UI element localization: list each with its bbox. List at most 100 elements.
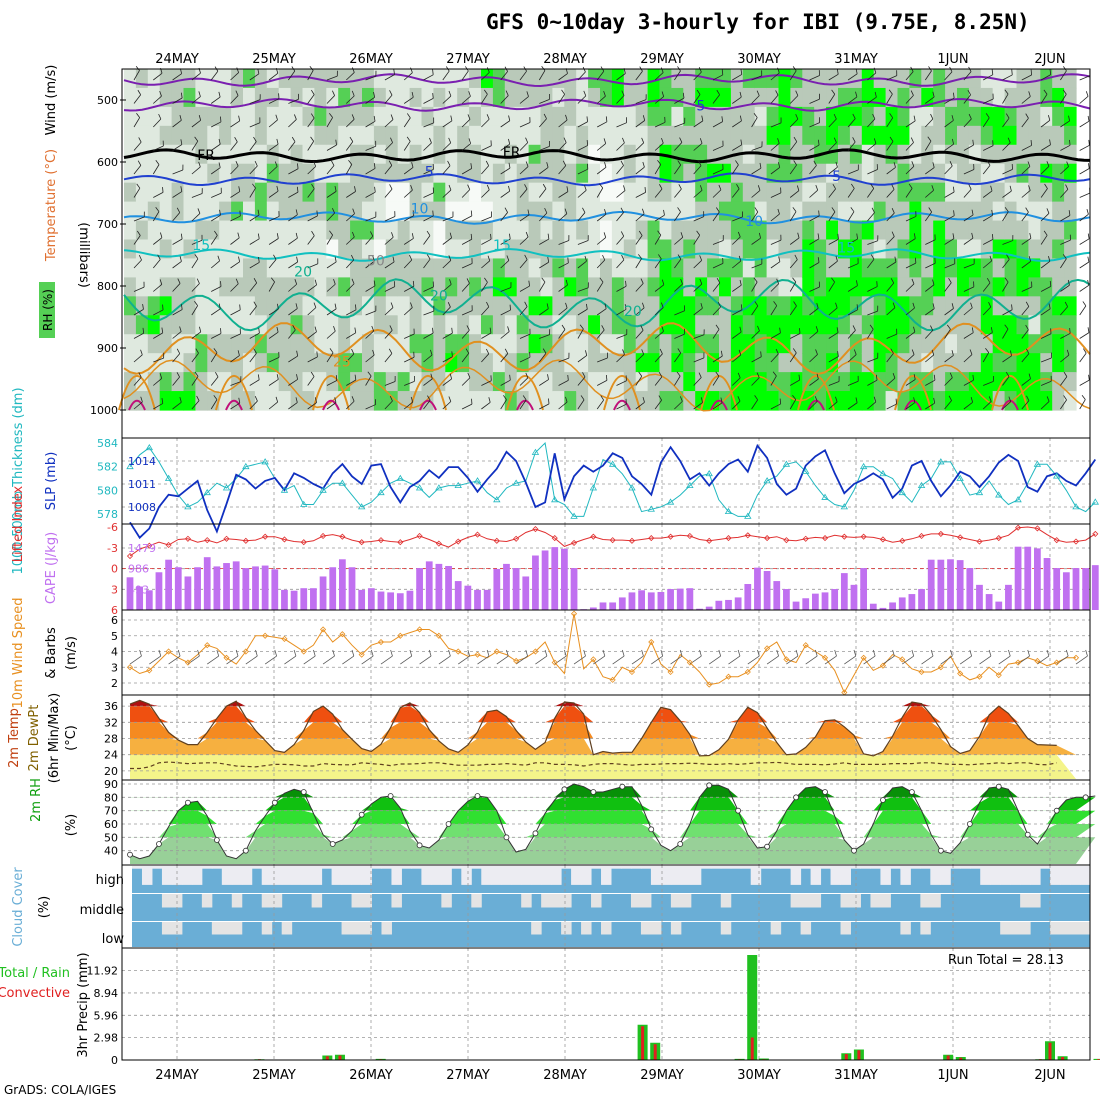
rh-cell [671,125,684,146]
barb-staff [535,655,548,665]
barb-staff [867,118,876,128]
barb-flag [1087,327,1090,333]
wind-barb [461,114,471,128]
cape-bar [1062,572,1070,610]
rh-cell [897,163,910,184]
rh-cell [683,277,696,297]
rh-cell [207,163,220,184]
surface-wind-barb [322,649,335,665]
barb-flag [815,349,818,355]
wind-barb [442,279,452,292]
rh-cell [552,258,565,278]
barb-staff [172,144,183,151]
cape-bar [425,561,433,610]
wind-barb [423,281,434,292]
rh-cell [683,125,696,146]
rh-cell [980,296,994,316]
rh-point [445,821,452,827]
barb-flag [259,94,261,100]
lifted-point [146,542,153,549]
barb-flag [876,281,878,287]
barb-flag [504,348,509,354]
barb-staff [597,357,608,363]
rh-cell [623,277,637,297]
rh-cell [409,277,423,297]
barb-flag [985,113,990,119]
barb-flag [792,395,797,400]
barb-flag [549,94,550,100]
barb-flag [780,187,782,193]
precip-conv-bar [844,1054,848,1060]
wind-barb [307,161,317,175]
barb-flag [1011,304,1013,310]
barb-staff [809,378,819,386]
isotherm-label: 5 [832,169,841,185]
cloud-clear-cell [391,866,402,885]
barb-flag [679,649,683,657]
barb-staff [380,655,393,665]
barb-flag [722,257,724,264]
rh-cell [600,334,613,354]
barb-staff [558,240,569,245]
rh-cell [159,125,173,146]
barb-flag [159,279,163,285]
wind-barb [249,301,257,316]
isotherm-label: 20 [430,288,448,304]
cape-bar [435,563,443,610]
barb-staff [1060,215,1071,222]
barb-staff [1079,261,1090,269]
rh-cell [600,182,613,203]
rh-cell [778,125,791,146]
barb-flag [757,185,761,191]
rh-cell [623,258,637,278]
rh-cell [778,163,791,184]
barb-staff [1040,308,1051,316]
barb-staff [635,307,645,316]
rh-cell [873,106,887,127]
barb-flag [136,230,141,236]
barb-flag [549,329,551,335]
wind-barb [789,185,800,198]
barb-flag [161,327,164,333]
cloud-clear-cell [201,866,213,869]
barb-staff [442,142,451,151]
wind-barb [442,373,453,386]
barb-flag [740,139,743,145]
barb-flag [679,137,683,143]
barb-flag [254,396,258,402]
barb-flag [991,69,994,75]
wind-barb [693,138,703,151]
barb-flag [201,234,203,241]
cloud-axis-label: Cloud Cover [11,867,26,947]
barb-staff [1021,74,1032,81]
barb-flag [740,304,743,310]
rh-cell [207,277,220,297]
rh-cell [207,125,220,146]
barb-staff [1002,328,1009,339]
isotherm-label: 20 [624,304,642,320]
rh-cell [504,353,518,373]
wind-barb [925,162,935,175]
barb-staff [789,211,797,222]
rh-cell [623,201,637,222]
barb-flag [388,160,393,166]
barb-staff [384,400,393,410]
barb-staff [770,213,780,222]
barb-staff [268,308,279,316]
wind-barb [133,137,142,151]
cape-bar [908,594,916,610]
barb-staff [674,283,683,292]
barb-flag [946,324,951,330]
wind-barb [133,327,145,339]
wind-barb [133,183,141,198]
rh-cell [397,372,411,392]
barb-flag [1069,139,1071,146]
barb-flag [562,160,567,166]
rh-cell [516,277,530,297]
barb-flag [756,372,760,378]
rh-cell [373,239,387,260]
wind-barb [789,277,797,292]
barb-flag [253,301,257,307]
barb-staff [133,332,144,339]
barb-staff [770,403,781,410]
